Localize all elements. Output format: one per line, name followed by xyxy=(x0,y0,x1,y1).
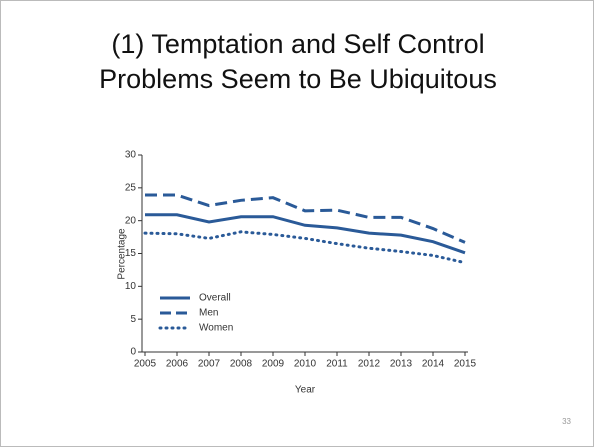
x-tick-label: 2005 xyxy=(134,359,157,370)
y-tick-label: 15 xyxy=(125,248,137,259)
x-tick-label: 2014 xyxy=(422,359,445,370)
x-tick-label: 2011 xyxy=(326,359,348,370)
x-axis-label: Year xyxy=(295,385,316,396)
series-line xyxy=(143,230,467,265)
x-tick-label: 2009 xyxy=(262,359,285,370)
slide-title: (1) Temptation and Self Control Problems… xyxy=(99,29,497,94)
series-line xyxy=(145,193,466,244)
y-tick-label: 30 xyxy=(125,150,137,161)
x-tick-label: 2007 xyxy=(198,359,221,370)
x-tick-label: 2012 xyxy=(358,359,381,370)
y-axis-label: Percentage xyxy=(117,228,128,280)
y-tick-label: 5 xyxy=(130,314,136,325)
y-tick-label: 10 xyxy=(125,281,137,292)
slide-number: 33 xyxy=(562,417,571,426)
y-tick-label: 25 xyxy=(125,182,137,193)
y-tick-label: 20 xyxy=(125,215,137,226)
x-tick-label: 2013 xyxy=(390,359,413,370)
legend-label: Men xyxy=(199,308,218,319)
series-line xyxy=(145,213,466,255)
y-tick-label: 0 xyxy=(130,347,136,358)
x-tick-label: 2006 xyxy=(166,359,189,370)
legend-label: Women xyxy=(199,323,233,334)
x-tick-label: 2010 xyxy=(294,359,317,370)
x-tick-label: 2015 xyxy=(454,359,477,370)
x-tick-label: 2008 xyxy=(230,359,253,370)
legend-label: Overall xyxy=(199,293,231,304)
